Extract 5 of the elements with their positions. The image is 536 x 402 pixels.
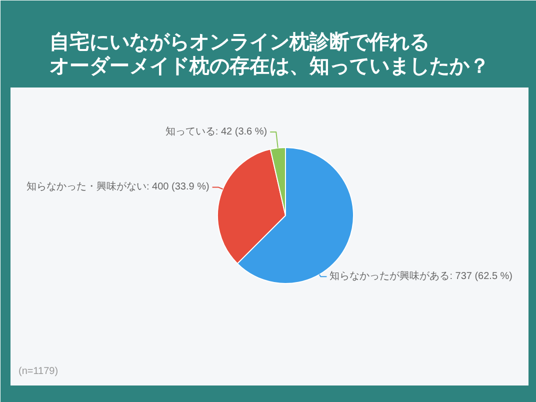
slice-label: 知らなかったが興味がある: 737 (62.5 %) xyxy=(330,270,513,282)
text: (n=1179) xyxy=(18,366,58,377)
chart-title: 自宅にいながらオンライン枕診断で作れるオーダーメイド枕の存在は、知っていましたか？ xyxy=(50,30,490,78)
slice-label: 知っている: 42 (3.6 %) xyxy=(165,126,268,138)
slice-label: 知らなかった・興味がない: 400 (33.9 %) xyxy=(26,180,210,193)
